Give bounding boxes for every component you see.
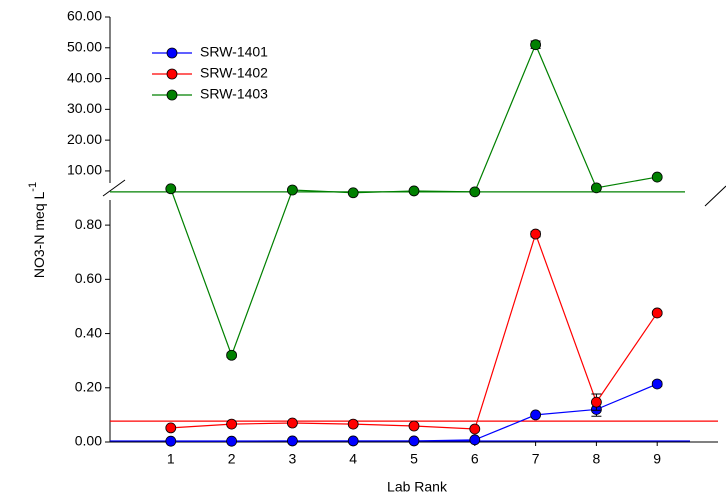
x-tick-label: 1 — [167, 451, 175, 467]
x-tick-label: 6 — [471, 451, 479, 467]
y-label-superscript: -1 — [27, 182, 39, 192]
y-tick-label: 0.60 — [75, 270, 102, 286]
data-point — [591, 182, 602, 194]
axis-break — [704, 185, 726, 207]
y-tick-label: 40.00 — [67, 69, 102, 85]
data-point — [651, 171, 663, 183]
x-tick-label: 8 — [593, 451, 601, 467]
data-point — [226, 349, 238, 361]
y-tick-label: 20.00 — [67, 131, 102, 147]
data-point — [226, 435, 238, 447]
data-point — [347, 187, 359, 199]
y-tick-label: 0.40 — [75, 324, 102, 340]
data-point — [651, 307, 663, 319]
y-tick-label: 0.80 — [75, 216, 102, 232]
data-point — [347, 418, 359, 430]
data-point — [347, 435, 359, 447]
y-tick-label: 10.00 — [67, 162, 102, 178]
data-point — [469, 186, 481, 198]
data-point — [591, 396, 602, 408]
y-tick-label: 50.00 — [67, 38, 102, 54]
x-tick-label: 5 — [410, 451, 418, 467]
legend-marker — [166, 89, 178, 101]
y-tick-label: 60.00 — [67, 8, 102, 24]
data-point — [408, 420, 420, 432]
series-line — [170, 383, 658, 442]
x-tick-label: 4 — [349, 451, 357, 467]
data-point — [226, 418, 238, 430]
legend-label: SRW-1402 — [200, 65, 268, 81]
data-point — [165, 422, 177, 434]
data-point — [286, 184, 298, 196]
data-point — [286, 435, 298, 447]
legend-label: SRW-1403 — [200, 86, 268, 102]
y-tick-label: 0.00 — [75, 433, 102, 449]
series-line — [170, 232, 658, 430]
x-axis-label: Lab Rank — [387, 479, 448, 495]
axis-break — [102, 179, 126, 197]
x-tick-label: 7 — [532, 451, 540, 467]
data-point — [408, 435, 420, 447]
x-tick-label: 2 — [228, 451, 236, 467]
x-tick-label: 9 — [653, 451, 661, 467]
data-point — [530, 409, 541, 421]
legend-marker — [166, 68, 178, 80]
y-tick-label: 30.00 — [67, 100, 102, 116]
data-point — [469, 423, 481, 435]
y-axis-label: NO3-N meq L-1 — [27, 182, 47, 278]
data-point — [408, 185, 420, 197]
data-point — [165, 435, 177, 447]
data-point — [530, 228, 541, 240]
data-point — [469, 434, 481, 446]
legend-label: SRW-1401 — [200, 44, 268, 60]
legend-marker — [166, 47, 178, 59]
data-point — [651, 378, 663, 390]
data-point — [286, 417, 298, 429]
data-point — [165, 183, 177, 195]
y-label-main: NO3-N meq L — [31, 191, 47, 278]
x-tick-label: 3 — [289, 451, 297, 467]
data-point — [530, 39, 541, 51]
y-tick-label: 0.20 — [75, 378, 102, 394]
